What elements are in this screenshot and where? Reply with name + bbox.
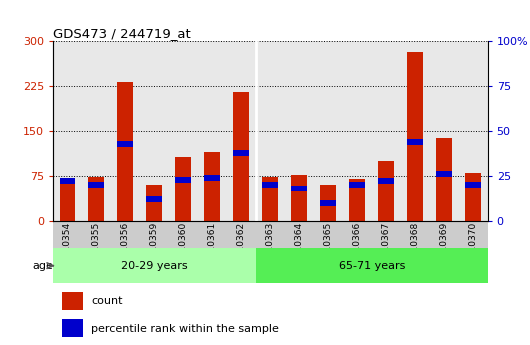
Bar — [89, 177, 104, 221]
Bar — [407, 139, 423, 145]
Bar — [61, 319, 83, 337]
Bar — [256, 248, 488, 283]
Bar — [175, 177, 191, 183]
Bar — [378, 178, 394, 184]
Bar — [465, 173, 481, 221]
Text: age: age — [33, 261, 54, 270]
Text: percentile rank within the sample: percentile rank within the sample — [91, 324, 279, 334]
Bar — [436, 171, 452, 177]
Bar — [349, 179, 365, 221]
Bar — [89, 182, 104, 188]
Text: 65-71 years: 65-71 years — [339, 261, 405, 270]
Bar — [205, 152, 220, 221]
Bar — [146, 185, 162, 221]
Bar — [118, 141, 134, 147]
Text: GDS473 / 244719_at: GDS473 / 244719_at — [53, 27, 191, 40]
Bar — [262, 177, 278, 221]
Bar — [233, 150, 249, 156]
Bar — [465, 182, 481, 188]
Bar — [233, 92, 249, 221]
Bar — [146, 196, 162, 202]
Bar — [175, 157, 191, 221]
Bar — [53, 248, 256, 283]
Bar — [320, 200, 336, 206]
Bar — [262, 182, 278, 188]
Bar — [59, 179, 75, 221]
Bar — [292, 175, 307, 221]
Bar — [407, 51, 423, 221]
Bar — [205, 175, 220, 181]
Bar — [378, 161, 394, 221]
Bar — [118, 82, 134, 221]
Text: 20-29 years: 20-29 years — [121, 261, 188, 270]
Bar — [349, 182, 365, 188]
Text: count: count — [91, 296, 123, 306]
Bar — [436, 138, 452, 221]
Bar — [61, 292, 83, 309]
Bar — [320, 185, 336, 221]
Bar — [292, 186, 307, 191]
Bar — [59, 178, 75, 184]
